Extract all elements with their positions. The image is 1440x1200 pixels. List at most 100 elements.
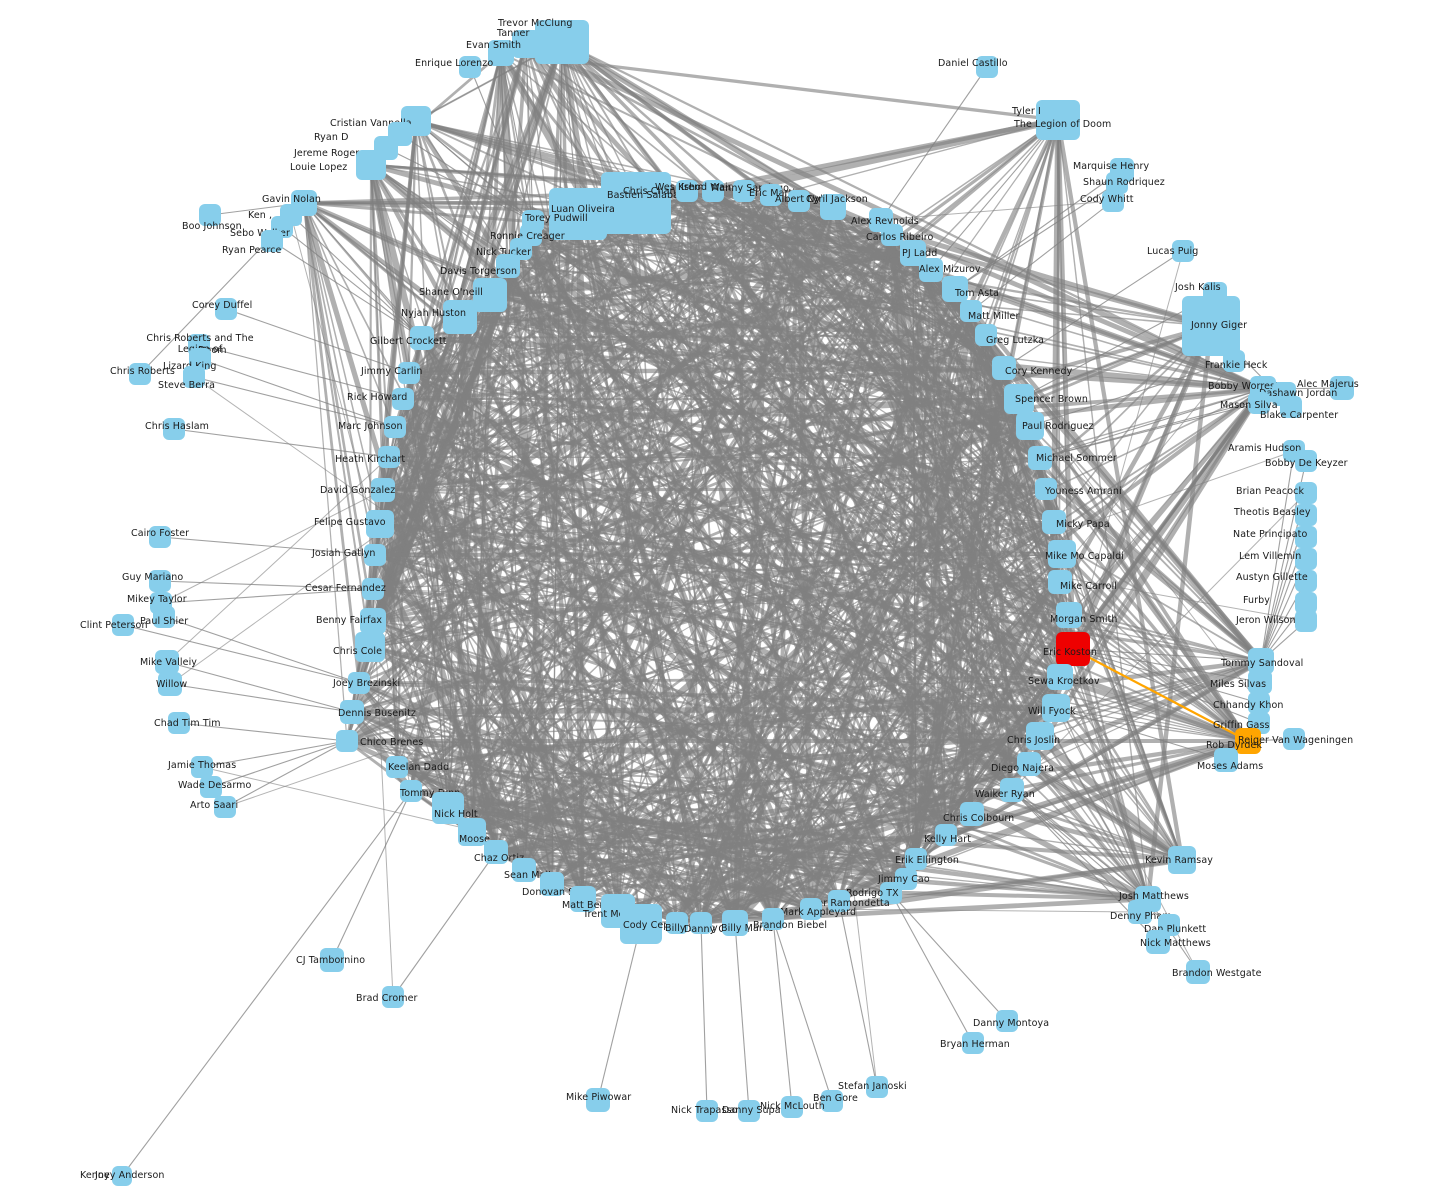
graph-node[interactable] (1004, 384, 1034, 414)
graph-node[interactable] (163, 418, 185, 440)
graph-node[interactable] (960, 802, 984, 826)
graph-node[interactable] (866, 1076, 888, 1098)
graph-node[interactable] (360, 608, 386, 634)
graph-node[interactable] (189, 348, 211, 370)
graph-node[interactable] (386, 756, 408, 778)
graph-node[interactable] (484, 840, 508, 864)
graph-node[interactable] (821, 1090, 843, 1112)
graph-node[interactable] (1182, 296, 1240, 356)
graph-node[interactable] (1248, 670, 1272, 694)
graph-node[interactable] (398, 362, 420, 384)
graph-node[interactable] (1102, 190, 1124, 212)
graph-node[interactable] (432, 792, 464, 824)
graph-node[interactable] (696, 1100, 718, 1122)
graph-node[interactable] (1106, 172, 1128, 194)
graph-node[interactable] (1280, 396, 1302, 418)
graph-node[interactable] (1295, 548, 1317, 570)
graph-node[interactable] (733, 180, 755, 202)
graph-node[interactable] (214, 796, 236, 818)
graph-node[interactable] (828, 890, 850, 912)
graph-node[interactable] (1295, 482, 1317, 504)
graph-node[interactable] (496, 254, 520, 278)
graph-node[interactable] (820, 194, 846, 220)
graph-node[interactable] (364, 544, 386, 566)
graph-node[interactable] (919, 258, 943, 282)
graph-node[interactable] (1295, 450, 1317, 472)
graph-node[interactable] (1016, 412, 1044, 440)
graph-node[interactable] (880, 882, 902, 904)
graph-node[interactable] (1295, 526, 1317, 548)
graph-node[interactable] (384, 416, 406, 438)
graph-node[interactable] (666, 912, 688, 934)
graph-node[interactable] (1168, 846, 1196, 874)
graph-node[interactable] (540, 872, 564, 896)
graph-node[interactable] (362, 578, 384, 600)
graph-node[interactable] (762, 908, 784, 930)
graph-node[interactable] (1295, 592, 1317, 614)
graph-node[interactable] (960, 300, 982, 322)
graph-node[interactable] (1047, 664, 1073, 690)
graph-node[interactable] (992, 356, 1016, 380)
graph-node[interactable] (155, 650, 179, 674)
graph-node[interactable] (1186, 960, 1210, 984)
graph-node[interactable] (1000, 778, 1024, 802)
graph-node[interactable] (1248, 392, 1270, 414)
graph-node[interactable] (942, 276, 968, 302)
graph-node[interactable] (935, 824, 957, 846)
graph-node[interactable] (261, 230, 283, 252)
graph-node[interactable] (586, 1088, 610, 1112)
graph-node[interactable] (702, 180, 724, 202)
graph-node[interactable] (512, 30, 540, 58)
graph-node[interactable] (473, 278, 507, 312)
graph-node[interactable] (1295, 570, 1317, 592)
graph-node[interactable] (1295, 610, 1317, 632)
graph-node[interactable] (996, 1010, 1018, 1032)
graph-node[interactable] (1036, 100, 1080, 140)
graph-node[interactable] (371, 478, 395, 502)
graph-node[interactable] (410, 326, 434, 350)
graph-node[interactable] (1146, 930, 1170, 954)
graph-node[interactable] (722, 910, 748, 936)
graph-node[interactable] (788, 190, 810, 212)
graph-node[interactable] (1223, 350, 1245, 372)
graph-node[interactable] (1172, 240, 1194, 262)
graph-node[interactable] (191, 756, 213, 778)
graph-node[interactable] (535, 20, 589, 64)
graph-node[interactable] (512, 858, 536, 882)
graph-node[interactable] (1048, 570, 1072, 594)
graph-node[interactable] (1042, 510, 1066, 534)
graph-node[interactable] (1295, 504, 1317, 526)
graph-node[interactable] (200, 776, 222, 798)
graph-node[interactable] (1056, 632, 1090, 666)
graph-node[interactable] (1048, 540, 1076, 568)
graph-node[interactable] (199, 204, 221, 226)
graph-node[interactable] (129, 363, 151, 385)
graph-node[interactable] (382, 986, 404, 1008)
graph-node[interactable] (215, 298, 237, 320)
graph-node[interactable] (1128, 900, 1152, 924)
graph-node[interactable] (488, 40, 514, 66)
graph-node[interactable] (881, 224, 903, 246)
graph-node[interactable] (781, 1096, 803, 1118)
graph-node[interactable] (153, 606, 175, 628)
graph-node[interactable] (336, 730, 358, 752)
graph-node[interactable] (1056, 602, 1082, 628)
graph-node[interactable] (1235, 728, 1261, 754)
graph-node[interactable] (149, 526, 171, 548)
graph-node[interactable] (112, 614, 134, 636)
graph-node[interactable] (459, 56, 481, 78)
graph-node[interactable] (1283, 728, 1305, 750)
graph-node[interactable] (348, 672, 370, 694)
graph-node[interactable] (356, 150, 386, 180)
graph-node[interactable] (1026, 722, 1054, 750)
graph-node[interactable] (1028, 446, 1052, 470)
graph-node[interactable] (183, 366, 205, 388)
graph-node[interactable] (158, 672, 182, 696)
graph-node[interactable] (975, 324, 997, 346)
graph-node[interactable] (620, 904, 662, 944)
graph-node[interactable] (1330, 376, 1354, 400)
graph-node[interactable] (366, 510, 394, 538)
graph-node[interactable] (800, 898, 822, 920)
graph-node[interactable] (320, 948, 344, 972)
graph-node[interactable] (1042, 694, 1070, 722)
